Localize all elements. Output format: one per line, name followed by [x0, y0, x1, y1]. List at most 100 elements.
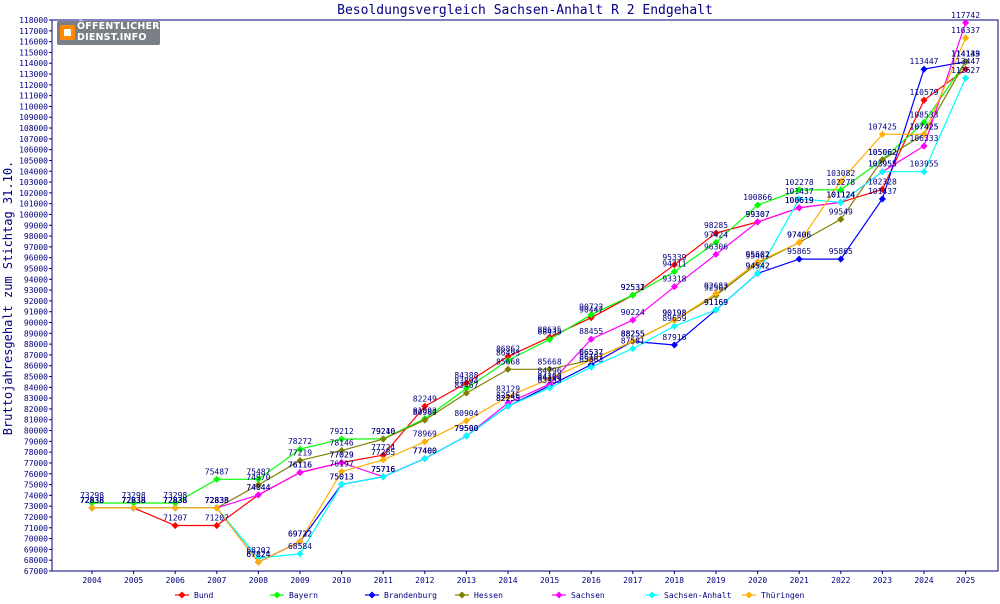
data-point — [962, 58, 970, 66]
data-point — [754, 201, 762, 209]
legend-item: Sachsen-Anhalt — [645, 591, 732, 600]
y-tick-label: 85000 — [24, 373, 48, 382]
x-tick-label: 2009 — [290, 576, 309, 585]
data-point — [338, 468, 346, 476]
y-tick-label: 86000 — [24, 362, 48, 371]
data-label: 94711 — [662, 260, 686, 269]
x-tick-label: 2007 — [207, 576, 226, 585]
y-axis-label: Bruttojahresgehalt zum Stichtag 31.10. — [1, 161, 15, 436]
data-point — [296, 445, 304, 453]
data-label: 75716 — [371, 465, 395, 474]
data-label: 114143 — [951, 50, 980, 59]
data-label: 83467 — [454, 381, 478, 390]
y-tick-label: 96000 — [24, 254, 48, 263]
data-label: 75716 — [371, 465, 395, 474]
y-tick-label: 99000 — [24, 221, 48, 230]
data-label: 97424 — [704, 230, 728, 239]
y-tick-label: 108000 — [19, 124, 48, 133]
data-point — [712, 238, 720, 246]
series-line-th-ringen — [92, 37, 967, 563]
data-point — [462, 389, 470, 397]
data-point — [754, 258, 762, 266]
data-label: 80904 — [454, 409, 478, 418]
y-tick-label: 93000 — [24, 286, 48, 295]
data-label: 90198 — [662, 308, 686, 317]
data-point — [504, 393, 512, 401]
data-label: 86862 — [496, 344, 520, 353]
data-label: 74970 — [246, 473, 270, 482]
x-tick-label: 2017 — [623, 576, 642, 585]
data-point — [546, 365, 554, 373]
data-point — [88, 499, 96, 507]
data-label: 95602 — [746, 250, 770, 259]
data-label: 103955 — [868, 160, 897, 169]
data-label: 100619 — [785, 196, 814, 205]
data-label: 99307 — [746, 210, 770, 219]
data-point — [462, 432, 470, 440]
legend: Bund Bayern Brandenburg Hessen Sachsen Sachse… — [175, 591, 805, 600]
y-tick-label: 67000 — [24, 567, 48, 576]
data-point — [379, 456, 387, 464]
series-layer — [88, 19, 970, 566]
data-point — [254, 491, 262, 499]
data-point — [504, 365, 512, 373]
data-label: 113447 — [910, 57, 939, 66]
y-tick-label: 87000 — [24, 351, 48, 360]
data-label: 103955 — [868, 160, 897, 169]
data-label: 72838 — [122, 496, 146, 505]
y-tick-label: 103000 — [19, 178, 48, 187]
data-point — [670, 268, 678, 276]
x-tick-label: 2008 — [249, 576, 268, 585]
data-point — [962, 74, 970, 82]
legend-item: Sachsen — [552, 591, 605, 600]
y-tick-label: 68000 — [24, 556, 48, 565]
data-point — [920, 96, 928, 104]
data-label: 116337 — [951, 26, 980, 35]
data-point — [795, 186, 803, 194]
data-point — [296, 457, 304, 465]
data-point — [587, 335, 595, 343]
data-label: 86107 — [579, 353, 603, 362]
data-label: 77400 — [413, 447, 437, 456]
data-label: 101437 — [785, 187, 814, 196]
x-tick-label: 2022 — [831, 576, 850, 585]
x-tick-label: 2025 — [956, 576, 975, 585]
data-label: 108533 — [910, 110, 939, 119]
data-label: 72838 — [163, 496, 187, 505]
data-point — [670, 341, 678, 349]
legend-marker — [368, 591, 376, 599]
data-point — [920, 142, 928, 150]
data-point — [962, 34, 970, 42]
data-label: 72838 — [122, 496, 146, 505]
logo-line-2: DIENST.INFO — [77, 31, 147, 43]
data-point — [587, 363, 595, 371]
y-tick-label: 114000 — [19, 59, 48, 68]
data-label: 84154 — [538, 374, 562, 383]
y-tick-label: 117000 — [19, 27, 48, 36]
data-label: 83953 — [538, 376, 562, 385]
data-label: 71207 — [163, 514, 187, 523]
data-label: 110579 — [910, 88, 939, 97]
data-point — [130, 504, 138, 512]
legend-marker — [178, 591, 186, 599]
legend-label: Hessen — [474, 591, 503, 600]
y-tick-label: 91000 — [24, 308, 48, 317]
data-label: 95865 — [829, 247, 853, 256]
data-label: 72838 — [122, 496, 146, 505]
data-label: 88455 — [579, 327, 603, 336]
data-label: 77724 — [371, 443, 395, 452]
legend-item: Brandenburg — [365, 591, 437, 600]
data-point — [795, 195, 803, 203]
x-tick-label: 2020 — [748, 576, 767, 585]
data-label: 79212 — [330, 427, 354, 436]
data-point — [379, 435, 387, 443]
data-label: 72838 — [163, 496, 187, 505]
y-tick-label: 116000 — [19, 38, 48, 47]
y-tick-label: 89000 — [24, 329, 48, 338]
data-point — [462, 417, 470, 425]
data-label: 83129 — [496, 385, 520, 394]
data-label: 98285 — [704, 221, 728, 230]
data-label: 79500 — [454, 424, 478, 433]
x-tick-label: 2018 — [665, 576, 684, 585]
